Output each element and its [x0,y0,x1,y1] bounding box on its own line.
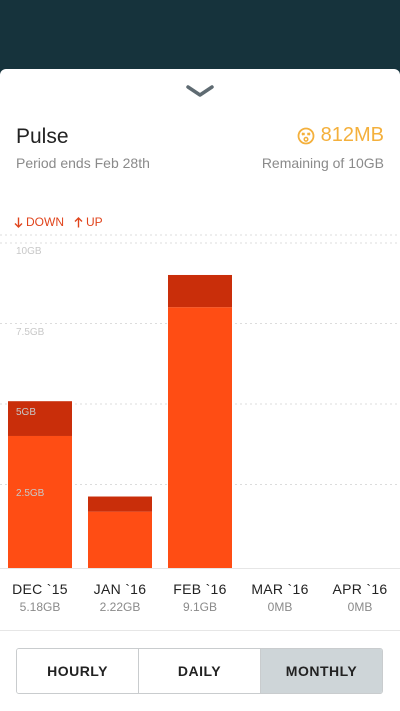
month-column[interactable]: JAN `16 2.22GB [80,581,160,614]
period-toggle: HOURLY DAILY MONTHLY [16,648,383,694]
bar-up [8,401,72,436]
chart-legend: DOWN UP [14,215,103,229]
bar-up [88,496,152,512]
legend-down: DOWN [14,215,64,229]
month-label: MAR `16 [251,581,309,597]
bottom-divider [0,630,400,631]
toggle-daily-button[interactable]: DAILY [139,649,261,693]
month-total: 2.22GB [99,600,141,614]
usage-readout: 812MB [297,124,384,147]
period-text: Period ends Feb 28th [16,155,150,171]
month-total: 0MB [267,600,293,614]
usage-chart: 2.5GB 5GB 7.5GB 10GB [0,234,400,568]
bar-down [8,435,72,568]
month-labels: DEC `15 5.18GB JAN `16 2.22GB FEB `16 9.1GB MA… [0,581,400,621]
month-label: APR `16 [332,581,388,597]
month-column[interactable]: APR `16 0MB [320,581,400,614]
remaining-text: Remaining of 10GB [261,155,384,171]
month-total: 0MB [347,600,373,614]
legend-down-label: DOWN [26,215,64,229]
legend-up-label: UP [86,215,103,229]
month-total: 5.18GB [19,600,61,614]
chevron-down-icon[interactable] [184,83,216,99]
month-label: JAN `16 [93,581,147,597]
arrow-up-icon [74,216,83,227]
usage-chart-svg [0,234,400,568]
arrow-down-icon [14,217,23,228]
toggle-hourly-button[interactable]: HOURLY [17,649,139,693]
month-label: DEC `15 [12,581,68,597]
usage-value: 812MB [320,124,384,146]
axis-divider [0,568,400,569]
bar-down [88,511,152,568]
y-tick-label: 7.5GB [16,326,45,338]
month-total: 9.1GB [182,600,218,614]
month-column[interactable]: MAR `16 0MB [240,581,320,614]
month-column[interactable]: DEC `15 5.18GB [0,581,80,614]
usage-sheet: Pulse Period ends Feb 28th 812MB Remaini… [0,69,400,711]
bar-down [168,307,232,568]
month-column[interactable]: FEB `16 9.1GB [160,581,240,614]
dizzy-face-icon [297,127,315,144]
y-tick-label: 2.5GB [16,487,45,499]
month-label: FEB `16 [173,581,227,597]
y-tick-label: 10GB [16,246,42,257]
toggle-monthly-button[interactable]: MONTHLY [261,649,382,693]
y-tick-label: 5GB [16,407,37,418]
legend-up: UP [74,215,103,229]
page-title: Pulse [16,125,69,148]
bar-up [168,274,232,308]
